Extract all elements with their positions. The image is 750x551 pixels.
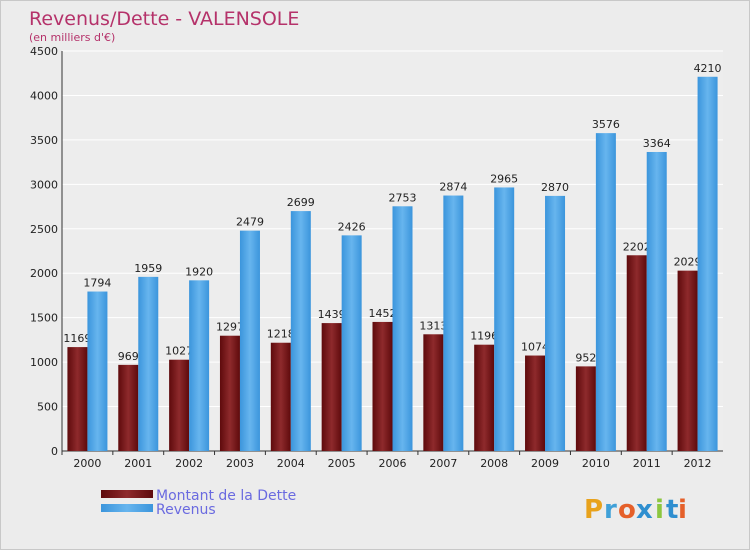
x-tick-label: 2011 [633,457,661,470]
logo-letter: r [604,495,617,525]
data-label: 1196 [470,330,498,343]
data-label: 2426 [338,220,366,233]
bar-revenus [443,195,464,451]
y-tick-label: 4000 [30,89,58,102]
data-label: 3364 [643,137,671,150]
data-label: 2029 [674,256,702,269]
bar-revenus [646,151,667,451]
x-tick-label: 2005 [328,457,356,470]
x-tick-label: 2003 [226,457,254,470]
data-label: 1313 [419,319,447,332]
chart-title: Revenus/Dette - VALENSOLE [29,8,299,30]
data-label: 2202 [623,240,651,253]
bar-dette [575,366,596,451]
legend-swatch-revenus [101,504,153,512]
bar-dette [474,344,495,451]
data-label: 1920 [185,265,213,278]
data-label: 1452 [369,307,397,320]
data-label: 3576 [592,118,620,131]
y-tick-label: 2000 [30,267,58,280]
y-tick-label: 1500 [30,312,58,325]
data-label: 2870 [541,181,569,194]
data-label: 2699 [287,196,315,209]
bar-revenus [239,230,260,451]
bar-revenus [697,76,718,452]
bar-revenus [595,133,616,451]
bar-dette [626,255,647,451]
bar-dette [321,323,342,451]
bar-dette [423,334,444,451]
data-label: 1959 [134,262,162,275]
x-tick-label: 2000 [73,457,101,470]
x-tick-label: 2008 [480,457,508,470]
x-tick-label: 2012 [684,457,712,470]
x-tick-label: 2001 [124,457,152,470]
bar-dette [169,359,190,451]
data-label: 1439 [318,308,346,321]
logo-letter: o [618,495,636,525]
data-label: 1218 [267,328,295,341]
bars: 1169 1794 969 1959 1027 1920 1297 2479 1218 2699 1… [63,62,722,452]
bar-revenus [87,291,108,451]
y-tick-label: 3500 [30,134,58,147]
bar-revenus [392,206,413,451]
logo-letter: i [655,495,664,525]
bar-dette [270,342,291,451]
bar-revenus [138,276,159,451]
data-label: 2874 [439,181,467,194]
data-label: 1169 [63,332,91,345]
bar-dette [372,321,393,451]
x-tick-label: 2004 [277,457,305,470]
bar-dette [677,270,698,451]
x-tick-label: 2009 [531,457,559,470]
data-label: 4210 [694,62,722,75]
x-tick-label: 2010 [582,457,610,470]
y-tick-label: 4500 [30,45,58,58]
x-tick-label: 2002 [175,457,203,470]
y-tick-label: 500 [37,401,58,414]
legend-swatch-dette [101,490,153,498]
data-label: 2753 [389,191,417,204]
legend-label-revenus: Revenus [156,502,216,518]
y-tick-label: 0 [51,445,58,458]
data-label: 1074 [521,341,549,354]
y-tick-label: 1000 [30,356,58,369]
bar-revenus [189,280,210,451]
y-tick-label: 2500 [30,223,58,236]
bar-dette [67,347,88,451]
logo-letter: P [584,495,603,525]
legend-label-dette: Montant de la Dette [156,488,296,504]
data-label: 1027 [165,345,193,358]
data-label: 969 [118,350,139,363]
data-label: 1794 [83,277,111,290]
bar-revenus [494,187,515,451]
bar-revenus [545,195,566,451]
bar-dette [219,335,240,451]
data-label: 1297 [216,321,244,334]
bar-revenus [341,235,362,451]
bar-dette [118,364,139,451]
legend: Montant de la Dette Revenus [101,488,296,518]
x-axis: 2000 2001 2002 2003 2004 2005 2006 2007 2008 2009… [61,451,712,470]
chart-subtitle: (en milliers d'€) [29,31,115,44]
data-label: 2965 [490,172,518,185]
bar-dette [525,355,546,451]
data-label: 2479 [236,216,264,229]
data-label: 952 [575,351,596,364]
x-tick-label: 2006 [379,457,407,470]
logo-letter: t [666,495,678,525]
y-tick-label: 3000 [30,178,58,191]
x-tick-label: 2007 [429,457,457,470]
bar-revenus [290,211,311,451]
logo-letter: i [678,495,687,525]
logo-letter: x [636,495,653,525]
